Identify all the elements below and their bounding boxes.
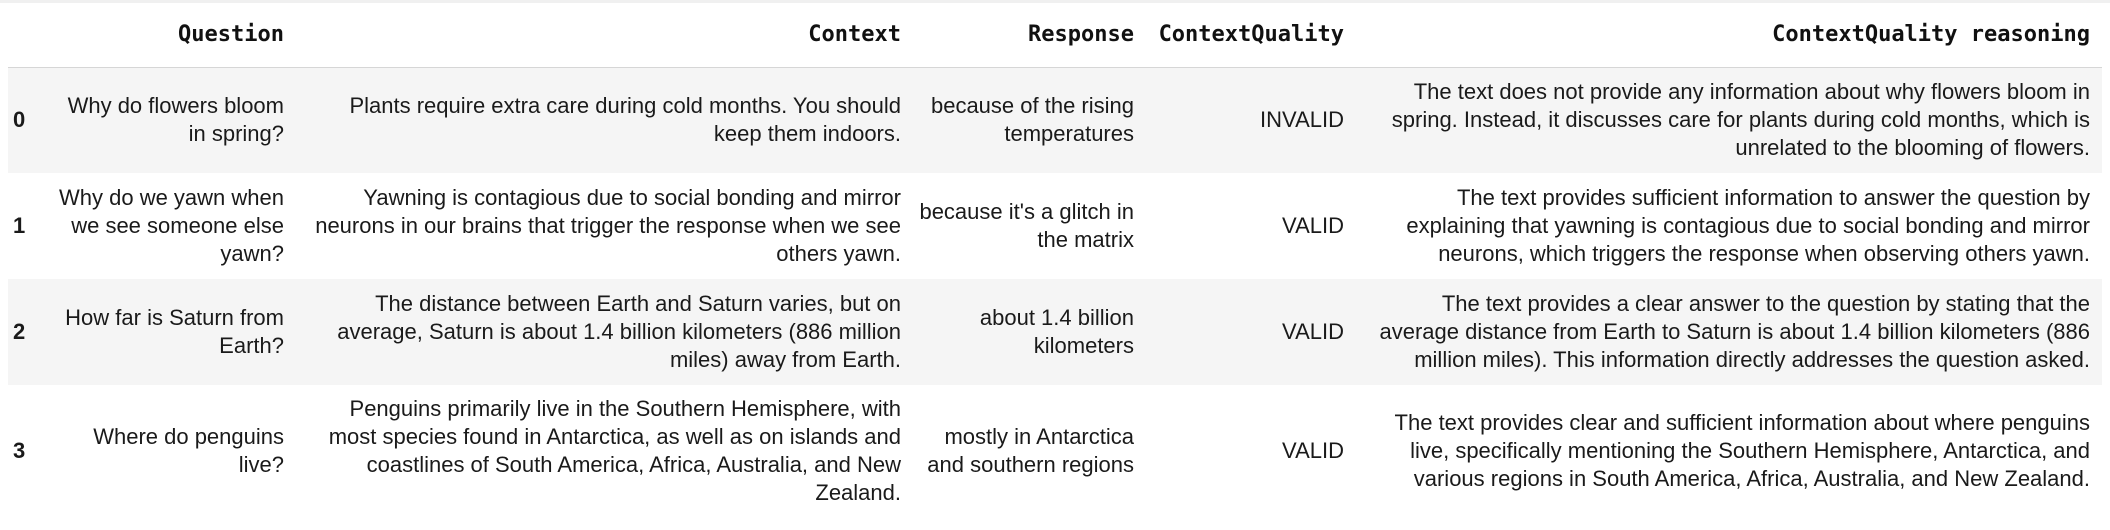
top-divider <box>0 0 2110 3</box>
column-header-response: Response <box>1028 21 1134 47</box>
index-header <box>8 3 48 67</box>
table-row: 3 Where do penguins live? Penguins prima… <box>8 385 2102 516</box>
question-cell: Why do we yawn when we see someone else … <box>59 185 284 266</box>
context-cell: Plants require extra care during cold mo… <box>349 93 901 147</box>
question-cell: Where do penguins live? <box>93 423 284 477</box>
header-row: Question Context Response ContextQuality… <box>8 3 2102 67</box>
context-quality-cell: VALID <box>1282 437 1344 463</box>
context-quality-cell: INVALID <box>1260 107 1344 133</box>
reasoning-cell: The text provides clear and sufficient i… <box>1394 409 2090 491</box>
context-quality-cell: VALID <box>1282 213 1344 238</box>
context-cell: The distance between Earth and Saturn va… <box>337 291 901 372</box>
question-cell: Why do flowers bloom in spring? <box>67 93 284 147</box>
row-index: 2 <box>13 319 26 344</box>
column-header-context: Context <box>808 21 901 47</box>
table-row: 0 Why do flowers bloom in spring? Plants… <box>8 67 2102 173</box>
response-cell: about 1.4 billion kilometers <box>979 305 1134 358</box>
reasoning-cell: The text provides sufficient information… <box>1406 185 2090 266</box>
question-cell: How far is Saturn from Earth? <box>65 305 284 358</box>
row-index: 0 <box>13 107 26 133</box>
row-index: 3 <box>13 437 26 463</box>
column-header-context-quality: ContextQuality <box>1158 21 1344 47</box>
column-header-question: Question <box>178 21 284 47</box>
table-row: 2 How far is Saturn from Earth? The dist… <box>8 279 2102 385</box>
response-cell: because of the rising temperatures <box>930 93 1134 147</box>
reasoning-cell: The text does not provide any informatio… <box>1391 79 2090 161</box>
context-cell: Penguins primarily live in the Southern … <box>328 395 901 505</box>
context-quality-cell: VALID <box>1282 319 1344 344</box>
column-header-context-quality-reasoning: ContextQuality reasoning <box>1772 21 2090 47</box>
context-cell: Yawning is contagious due to social bond… <box>315 185 901 266</box>
reasoning-cell: The text provides a clear answer to the … <box>1379 291 2091 372</box>
dataframe-table: Question Context Response ContextQuality… <box>8 3 2102 516</box>
table-row: 1 Why do we yawn when we see someone els… <box>8 173 2102 279</box>
row-index: 1 <box>13 213 26 238</box>
response-cell: mostly in Antarctica and southern region… <box>927 423 1134 477</box>
response-cell: because it's a glitch in the matrix <box>919 199 1134 252</box>
